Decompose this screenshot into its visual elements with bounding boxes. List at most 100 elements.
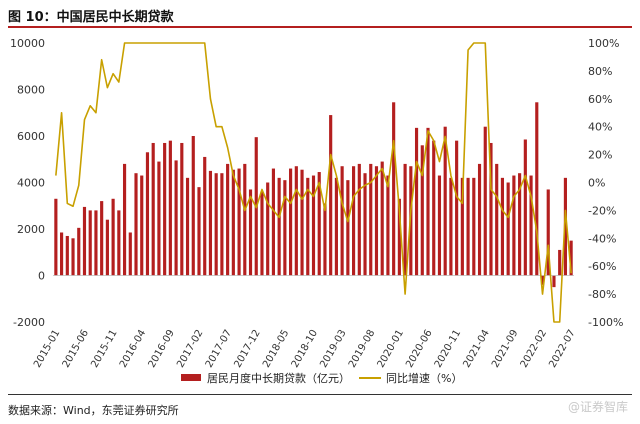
bar (237, 168, 241, 276)
y-left-tick-label: 0 (38, 270, 45, 283)
chart: -2000 0 2000 4000 6000 8000 10000 -100% -80% -60… (10, 37, 623, 385)
bar (214, 173, 218, 276)
bar (512, 175, 516, 276)
bar (483, 126, 487, 276)
page-title: 图 10：中国居民中长期贷款 (8, 10, 174, 25)
x-axis-ticks: 2015-012015-062015-112016-042016-092017-… (32, 328, 578, 370)
bar (489, 142, 493, 276)
bar (140, 175, 144, 276)
title-rule (8, 26, 632, 28)
x-tick-label: 2017-02 (175, 328, 205, 370)
y-right-tick-label: -20% (588, 204, 616, 217)
x-tick-label: 2020-11 (433, 328, 463, 370)
x-tick-label: 2016-04 (118, 328, 148, 370)
bar (363, 173, 367, 276)
bar (558, 249, 562, 276)
bar (157, 161, 161, 276)
bar (243, 163, 247, 276)
bar (163, 142, 167, 276)
bar (329, 115, 333, 276)
bar (397, 198, 401, 276)
bar (311, 175, 316, 276)
bar (145, 152, 150, 276)
bar (260, 191, 264, 276)
bar (386, 175, 390, 276)
x-tick-label: 2020-06 (404, 328, 434, 370)
y-left-tick-label: 2000 (17, 223, 45, 236)
bar (529, 175, 533, 276)
legend: 居民月度中长期贷款（亿元） 同比增速（%） (181, 371, 462, 385)
bar (426, 127, 430, 276)
bar (523, 139, 527, 276)
bar (380, 161, 384, 276)
x-tick-label: 2018-05 (261, 328, 291, 370)
x-tick-label: 2019-03 (318, 328, 348, 370)
bar (518, 173, 522, 276)
bar (289, 168, 293, 276)
bar (357, 163, 361, 276)
legend-bar-label[interactable]: 居民月度中长期贷款（亿元） (207, 371, 350, 385)
x-tick-label: 2016-09 (147, 328, 177, 370)
y-left-tick-label: 10000 (10, 37, 45, 50)
bar (443, 126, 447, 276)
legend-bar-swatch (181, 374, 201, 381)
bar (151, 142, 155, 276)
bar (460, 177, 464, 276)
bar (563, 177, 567, 276)
bar (552, 275, 556, 288)
bar (122, 163, 127, 276)
bar (495, 163, 499, 276)
bar (128, 232, 132, 276)
bar (420, 145, 424, 276)
bar (231, 169, 235, 276)
bar (546, 189, 550, 276)
x-tick-label: 2017-07 (204, 328, 234, 370)
bar (403, 163, 407, 276)
bar (283, 180, 287, 276)
x-tick-label: 2015-01 (32, 328, 62, 370)
x-tick-label: 2019-08 (347, 328, 377, 370)
bar (466, 177, 470, 276)
bar (569, 240, 573, 276)
bar (191, 136, 195, 276)
bar (60, 232, 64, 276)
bar (369, 163, 373, 276)
bar (334, 177, 338, 276)
y-right-tick-label: 40% (588, 121, 612, 134)
y-right-tick-label: 80% (588, 65, 612, 78)
bar (540, 275, 545, 285)
bar (174, 160, 178, 276)
bar (65, 235, 69, 276)
y-left-tick-label: 4000 (17, 177, 45, 190)
x-tick-label: 2021-04 (461, 328, 491, 370)
bar (77, 227, 81, 276)
y-right-tick-label: -100% (588, 316, 623, 329)
bar (300, 169, 304, 276)
bar (323, 203, 327, 276)
bar (105, 219, 109, 276)
x-tick-label: 2022-07 (547, 328, 577, 370)
bar (71, 238, 75, 276)
y-right-tick-label: 100% (588, 37, 619, 50)
bar (277, 177, 281, 276)
bar (266, 182, 270, 276)
bar (88, 210, 92, 276)
x-tick-label: 2015-06 (61, 328, 91, 370)
bar (506, 182, 510, 276)
bar (374, 166, 379, 276)
bar (94, 210, 98, 276)
y-left-tick-label: 8000 (17, 84, 45, 97)
footer-rule (8, 394, 632, 395)
bar (535, 102, 539, 276)
y-left-tick-label: 6000 (17, 130, 45, 143)
y-right-tick-label: 20% (588, 149, 612, 162)
legend-line-label[interactable]: 同比增速（%） (386, 371, 462, 385)
y-right-tick-label: -40% (588, 232, 616, 245)
y-right-tick-label: -80% (588, 288, 616, 301)
bar (392, 102, 396, 276)
bar (168, 140, 172, 276)
bar (248, 189, 253, 276)
line-series (55, 42, 572, 323)
bar (197, 187, 201, 276)
bar (340, 166, 344, 276)
